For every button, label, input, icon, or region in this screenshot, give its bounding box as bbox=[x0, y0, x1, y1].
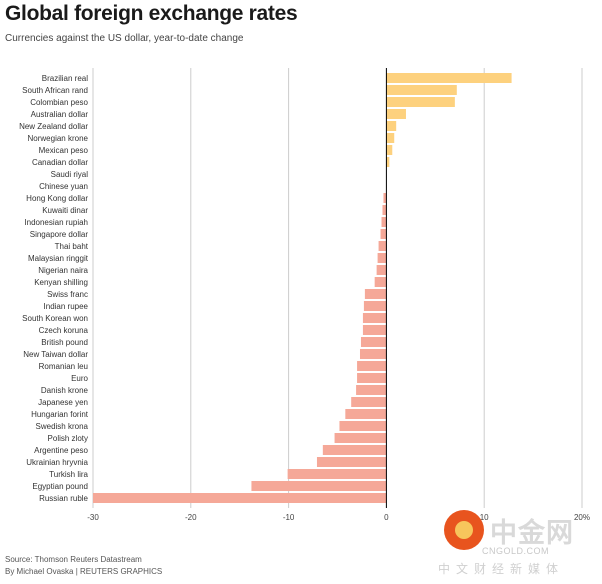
category-label: Singapore dollar bbox=[30, 230, 89, 239]
category-label: Polish zloty bbox=[48, 434, 88, 443]
bar bbox=[362, 313, 387, 323]
category-label: Malaysian ringgit bbox=[28, 254, 89, 263]
category-label: Ukrainian hryvnia bbox=[26, 458, 88, 467]
category-label: Nigerian naira bbox=[38, 266, 88, 275]
bar bbox=[378, 241, 387, 251]
bar bbox=[359, 349, 387, 359]
x-tick-label: 0 bbox=[384, 513, 389, 522]
category-label: Mexican peso bbox=[39, 146, 89, 155]
category-label: Saudi riyal bbox=[51, 170, 89, 179]
bar bbox=[93, 493, 387, 503]
bar bbox=[356, 385, 387, 395]
bar bbox=[287, 469, 387, 479]
source-note: Source: Thomson Reuters Datastream bbox=[5, 555, 142, 564]
category-label: Danish krone bbox=[41, 386, 89, 395]
bar bbox=[357, 373, 387, 383]
watermark-name: 中金网 bbox=[490, 518, 574, 549]
category-label: Colombian peso bbox=[30, 98, 88, 107]
bar bbox=[386, 157, 390, 167]
category-label: Euro bbox=[71, 374, 88, 383]
category-label: Canadian dollar bbox=[32, 158, 88, 167]
watermark-tagline: 中文财经新媒体 bbox=[438, 562, 565, 576]
category-label: Chinese yuan bbox=[39, 182, 88, 191]
category-label: Thai baht bbox=[55, 242, 89, 251]
bar bbox=[383, 193, 387, 203]
category-label: Hong Kong dollar bbox=[26, 194, 88, 203]
bar bbox=[363, 301, 387, 311]
bar bbox=[374, 277, 387, 287]
x-tick-label: 20% bbox=[574, 513, 590, 522]
watermark: 中金网 CNGOLD.COM 中文财经新媒体 bbox=[438, 510, 596, 578]
x-tick-label: -30 bbox=[87, 513, 99, 522]
bar bbox=[322, 445, 387, 455]
bar bbox=[386, 145, 393, 155]
category-label: Brazilian real bbox=[42, 74, 88, 83]
bar bbox=[377, 253, 387, 263]
x-tick-label: -20 bbox=[185, 513, 197, 522]
bar bbox=[386, 73, 512, 83]
bar bbox=[360, 337, 387, 347]
bar bbox=[351, 397, 387, 407]
bar bbox=[362, 325, 387, 335]
bar bbox=[316, 457, 387, 467]
category-label: Australian dollar bbox=[31, 110, 89, 119]
x-axis-ticks: -30 -20 -10 0 10 20% bbox=[87, 513, 590, 522]
gridlines bbox=[92, 68, 583, 508]
category-label: Egyptian pound bbox=[32, 482, 88, 491]
chart-title: Global foreign exchange rates bbox=[5, 2, 298, 25]
category-label: Indonesian rupiah bbox=[24, 218, 88, 227]
bar bbox=[334, 433, 387, 443]
bar bbox=[339, 421, 387, 431]
bar bbox=[386, 109, 406, 119]
category-label: South African rand bbox=[22, 86, 88, 95]
bar bbox=[386, 133, 395, 143]
category-label: Indian rupee bbox=[44, 302, 89, 311]
category-label: New Taiwan dollar bbox=[23, 350, 88, 359]
category-label: Romanian leu bbox=[39, 362, 88, 371]
category-label: British pound bbox=[41, 338, 88, 347]
category-label: Argentine peso bbox=[34, 446, 88, 455]
chart-subtitle: Currencies against the US dollar, year-t… bbox=[5, 33, 244, 44]
bar bbox=[364, 289, 387, 299]
bar bbox=[357, 361, 387, 371]
category-labels: Brazilian real South African rand Colombia… bbox=[19, 74, 89, 503]
x-tick-label: 10 bbox=[480, 513, 489, 522]
bar bbox=[386, 85, 457, 95]
category-label: Kenyan shilling bbox=[34, 278, 88, 287]
bar bbox=[382, 205, 387, 215]
bar bbox=[345, 409, 387, 419]
bar bbox=[251, 481, 387, 491]
category-label: New Zealand dollar bbox=[19, 122, 88, 131]
bar bbox=[386, 121, 397, 131]
bar bbox=[381, 217, 387, 227]
bar bbox=[376, 265, 387, 275]
watermark-logo-icon bbox=[444, 510, 484, 550]
watermark-domain: CNGOLD.COM bbox=[482, 546, 550, 556]
bar bbox=[386, 97, 455, 107]
category-label: Hungarian forint bbox=[31, 410, 89, 419]
bars bbox=[93, 73, 512, 503]
category-label: Russian ruble bbox=[39, 494, 88, 503]
category-label: Kuwaiti dinar bbox=[42, 206, 88, 215]
x-tick-label: -10 bbox=[283, 513, 295, 522]
category-label: Swedish krona bbox=[36, 422, 89, 431]
category-label: Norwegian krone bbox=[28, 134, 89, 143]
category-label: Czech koruna bbox=[39, 326, 89, 335]
category-label: Japanese yen bbox=[38, 398, 88, 407]
bar bbox=[380, 229, 387, 239]
category-label: Swiss franc bbox=[47, 290, 88, 299]
credit-note: By Michael Ovaska | REUTERS GRAPHICS bbox=[5, 567, 163, 576]
category-label: Turkish lira bbox=[49, 470, 88, 479]
category-label: South Korean won bbox=[22, 314, 88, 323]
